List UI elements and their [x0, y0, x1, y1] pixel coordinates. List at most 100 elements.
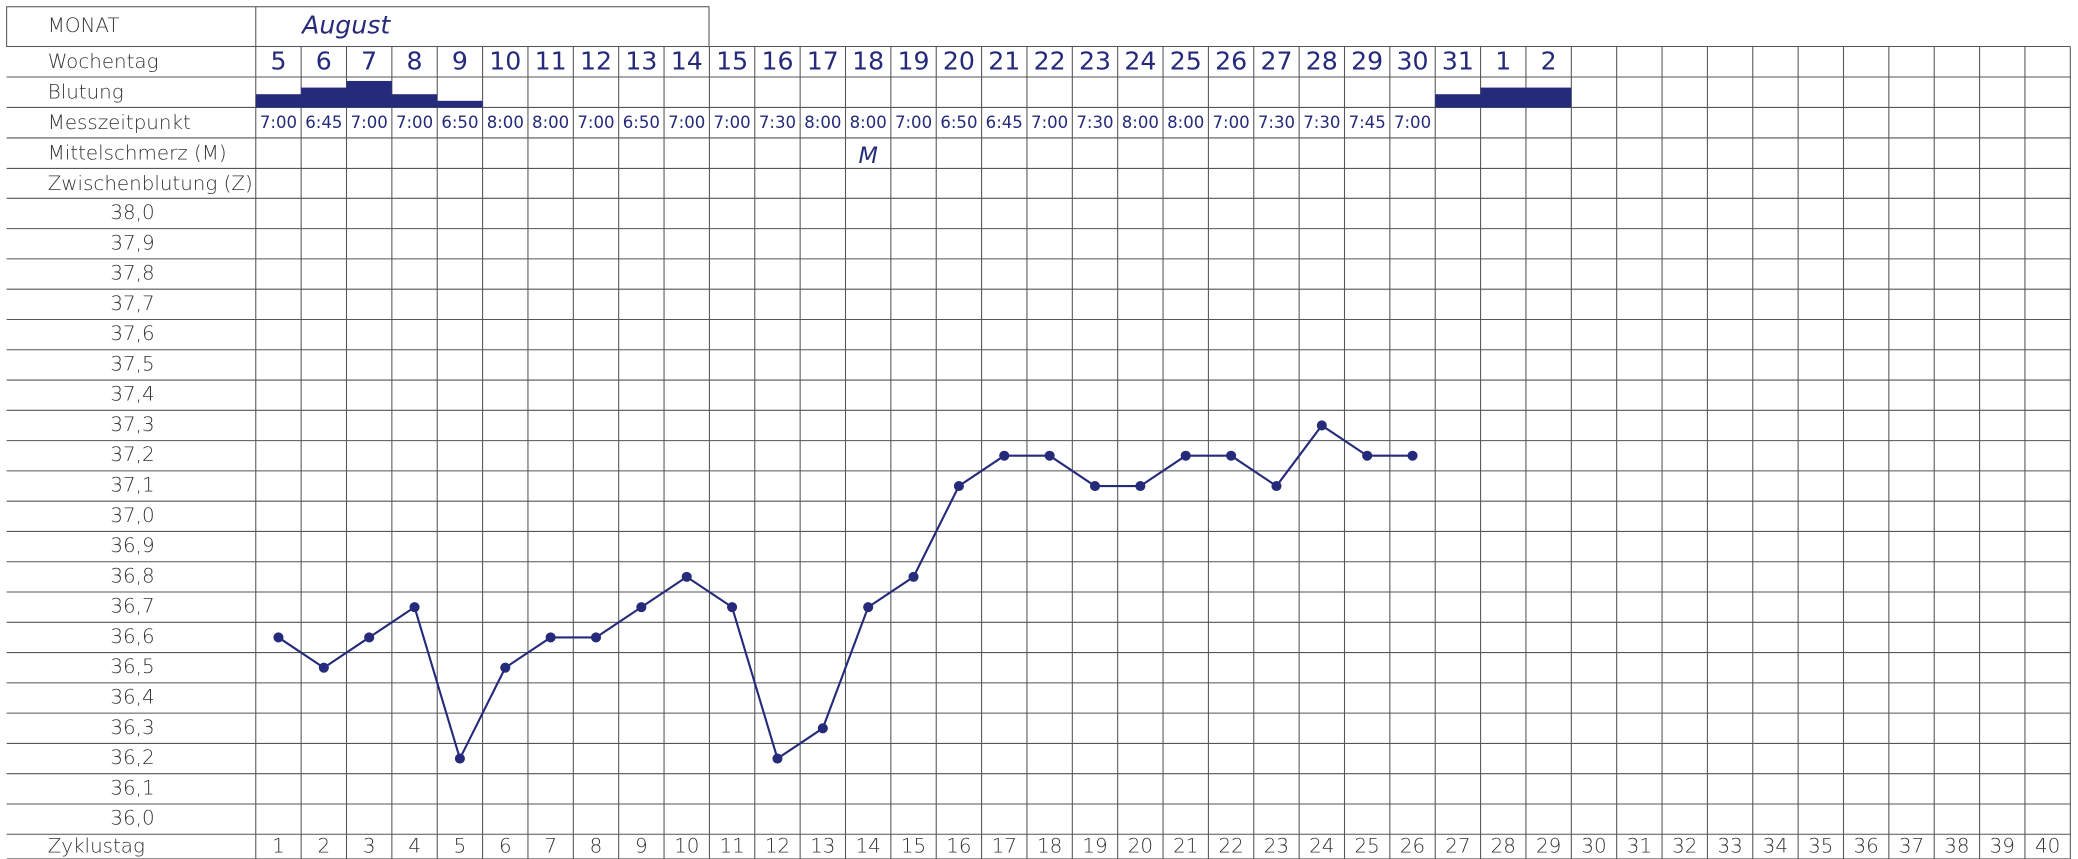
- month: August: [300, 11, 391, 40]
- temperature-point: [409, 602, 420, 613]
- cycle-day: 19: [1082, 834, 1107, 857]
- cycle-day: 22: [1218, 834, 1243, 857]
- row-label: Mittelschmerz (M): [48, 141, 227, 164]
- date: 10: [489, 46, 521, 75]
- cycle-day: 5: [454, 834, 467, 857]
- date: 7: [361, 46, 377, 75]
- y-tick-label: 37,6: [110, 322, 154, 345]
- temperature-point: [772, 753, 783, 764]
- cycle-day: 21: [1173, 834, 1198, 857]
- date: 5: [270, 46, 286, 75]
- temperature-point: [863, 602, 874, 613]
- temperature-point: [545, 632, 556, 643]
- date: 25: [1170, 46, 1202, 75]
- time: 7:00: [714, 113, 751, 132]
- temperature-point: [1316, 420, 1327, 431]
- temperature-point: [1407, 450, 1418, 461]
- cycle-day: 26: [1400, 834, 1425, 857]
- cycle-day: 33: [1717, 834, 1742, 857]
- cycle-day: 9: [635, 834, 648, 857]
- cycle-day: 37: [1899, 834, 1924, 857]
- date: 27: [1260, 46, 1292, 75]
- time: 7:30: [1303, 113, 1340, 132]
- temperature-point: [273, 632, 284, 643]
- cycle-day: 38: [1944, 834, 1969, 857]
- y-tick-label: 36,2: [110, 746, 154, 769]
- y-tick-label: 36,6: [110, 625, 154, 648]
- date: 22: [1034, 46, 1066, 75]
- cycle-day: 15: [901, 834, 926, 857]
- row-label: Wochentag: [48, 50, 159, 73]
- date: 8: [407, 46, 423, 75]
- cycle-day: 10: [674, 834, 699, 857]
- time: 7:00: [1213, 113, 1250, 132]
- bleeding-bar: [346, 80, 392, 108]
- temperature-point: [590, 632, 602, 643]
- cycle-day: 36: [1854, 834, 1879, 857]
- temperature-point: [953, 480, 964, 492]
- cycle-day: 14: [856, 834, 881, 857]
- y-tick-label: 36,3: [110, 716, 154, 739]
- date: 17: [807, 46, 839, 75]
- cycle-day: 29: [1536, 834, 1561, 857]
- date: 9: [452, 46, 468, 75]
- bleeding-bar: [255, 94, 302, 108]
- date: 2: [1541, 46, 1557, 75]
- cycle-day: 17: [992, 834, 1017, 857]
- temperature-point: [1135, 480, 1146, 492]
- time: 7:45: [1349, 113, 1386, 132]
- y-tick-label: 36,8: [110, 564, 154, 587]
- y-tick-label: 37,7: [110, 292, 154, 315]
- time: 8:00: [1122, 113, 1159, 132]
- date: 24: [1124, 46, 1156, 75]
- time: 8:00: [1167, 113, 1204, 132]
- date: 23: [1079, 46, 1111, 75]
- cycle-day: 34: [1763, 834, 1788, 857]
- cycle-day: 1: [272, 834, 285, 857]
- y-tick-label: 36,5: [110, 655, 154, 678]
- date: 18: [852, 46, 884, 75]
- cycle-day: 13: [810, 834, 835, 857]
- cycle-day: 6: [499, 834, 512, 857]
- date: 1: [1495, 46, 1511, 75]
- time: 7:30: [1258, 113, 1295, 132]
- y-tick-label: 36,0: [110, 807, 154, 830]
- cycle-day: 40: [2035, 834, 2060, 857]
- cycle-day: 11: [719, 834, 744, 857]
- bleeding-bar: [391, 94, 438, 108]
- cycle-day: 16: [946, 834, 971, 857]
- cycle-day: 35: [1808, 834, 1833, 857]
- date: 6: [316, 46, 332, 75]
- time: 7:00: [1031, 113, 1068, 132]
- temperature-point: [636, 602, 647, 613]
- time: 7:00: [1394, 113, 1431, 132]
- y-tick-label: 37,9: [110, 231, 154, 254]
- temperature-point: [1271, 480, 1282, 492]
- time: 7:00: [351, 113, 388, 132]
- temperature-point: [1044, 450, 1055, 461]
- cycle-day: 7: [544, 834, 557, 857]
- temperature-point: [681, 571, 692, 582]
- cycle-day: 8: [590, 834, 603, 857]
- temperature-point: [454, 753, 465, 764]
- time: 6:50: [441, 113, 478, 132]
- cycle-day: 30: [1581, 834, 1606, 857]
- cycle-day: 12: [765, 834, 790, 857]
- time: 6:50: [623, 113, 660, 132]
- temperature-point: [727, 602, 738, 613]
- temperature-point: [1362, 450, 1373, 461]
- time: 7:30: [1076, 113, 1113, 132]
- temperature-point: [817, 723, 828, 734]
- date: 20: [943, 46, 975, 75]
- cycle-day: 32: [1672, 834, 1697, 857]
- y-tick-label: 37,2: [110, 443, 154, 466]
- temperature-point: [500, 662, 511, 673]
- date: 13: [625, 46, 657, 75]
- date: 11: [535, 46, 567, 75]
- time: 6:45: [305, 113, 342, 132]
- cycle-day: 3: [363, 834, 376, 857]
- time: 8:00: [487, 113, 524, 132]
- y-tick-label: 37,3: [110, 413, 154, 436]
- bleeding-bar: [1435, 94, 1481, 108]
- date: 31: [1442, 46, 1474, 75]
